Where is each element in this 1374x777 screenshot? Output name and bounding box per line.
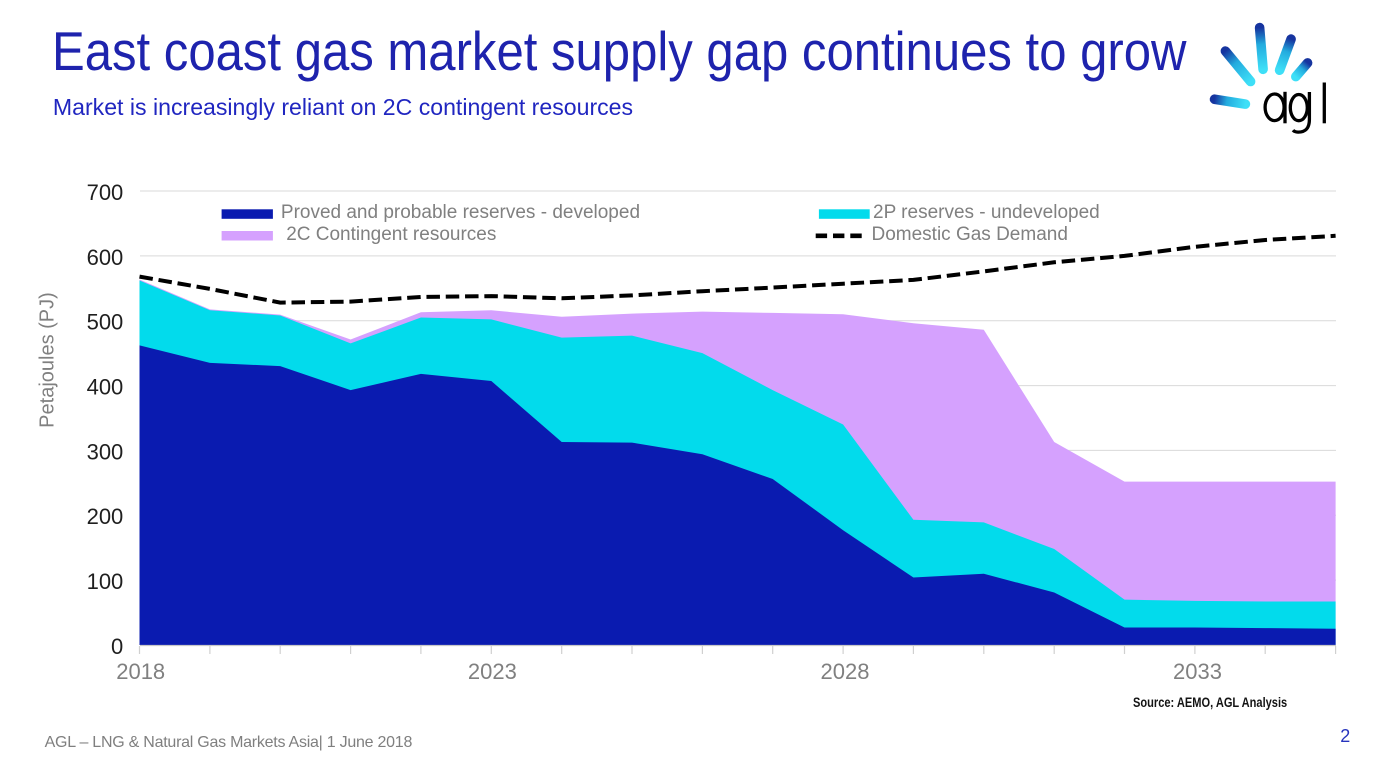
svg-text:2018: 2018 <box>116 659 165 684</box>
svg-text:2028: 2028 <box>821 659 870 684</box>
svg-text:Domestic Gas Demand: Domestic Gas Demand <box>872 224 1068 245</box>
svg-text:400: 400 <box>87 375 124 400</box>
svg-text:300: 300 <box>87 439 124 464</box>
svg-text:Petajoules (PJ): Petajoules (PJ) <box>37 292 59 428</box>
svg-text:200: 200 <box>87 504 124 529</box>
svg-text:100: 100 <box>87 569 124 594</box>
svg-text:2033: 2033 <box>1173 659 1222 684</box>
svg-text:0: 0 <box>111 634 123 659</box>
svg-text:2P reserves - undeveloped: 2P reserves - undeveloped <box>873 202 1100 223</box>
svg-text:2023: 2023 <box>468 659 517 684</box>
svg-text:500: 500 <box>87 310 124 335</box>
svg-text:600: 600 <box>87 245 124 270</box>
svg-text:Proved and probable reserves -: Proved and probable reserves - developed <box>281 202 640 223</box>
svg-text:2C Contingent resources: 2C Contingent resources <box>286 224 496 245</box>
svg-text:700: 700 <box>87 180 124 205</box>
